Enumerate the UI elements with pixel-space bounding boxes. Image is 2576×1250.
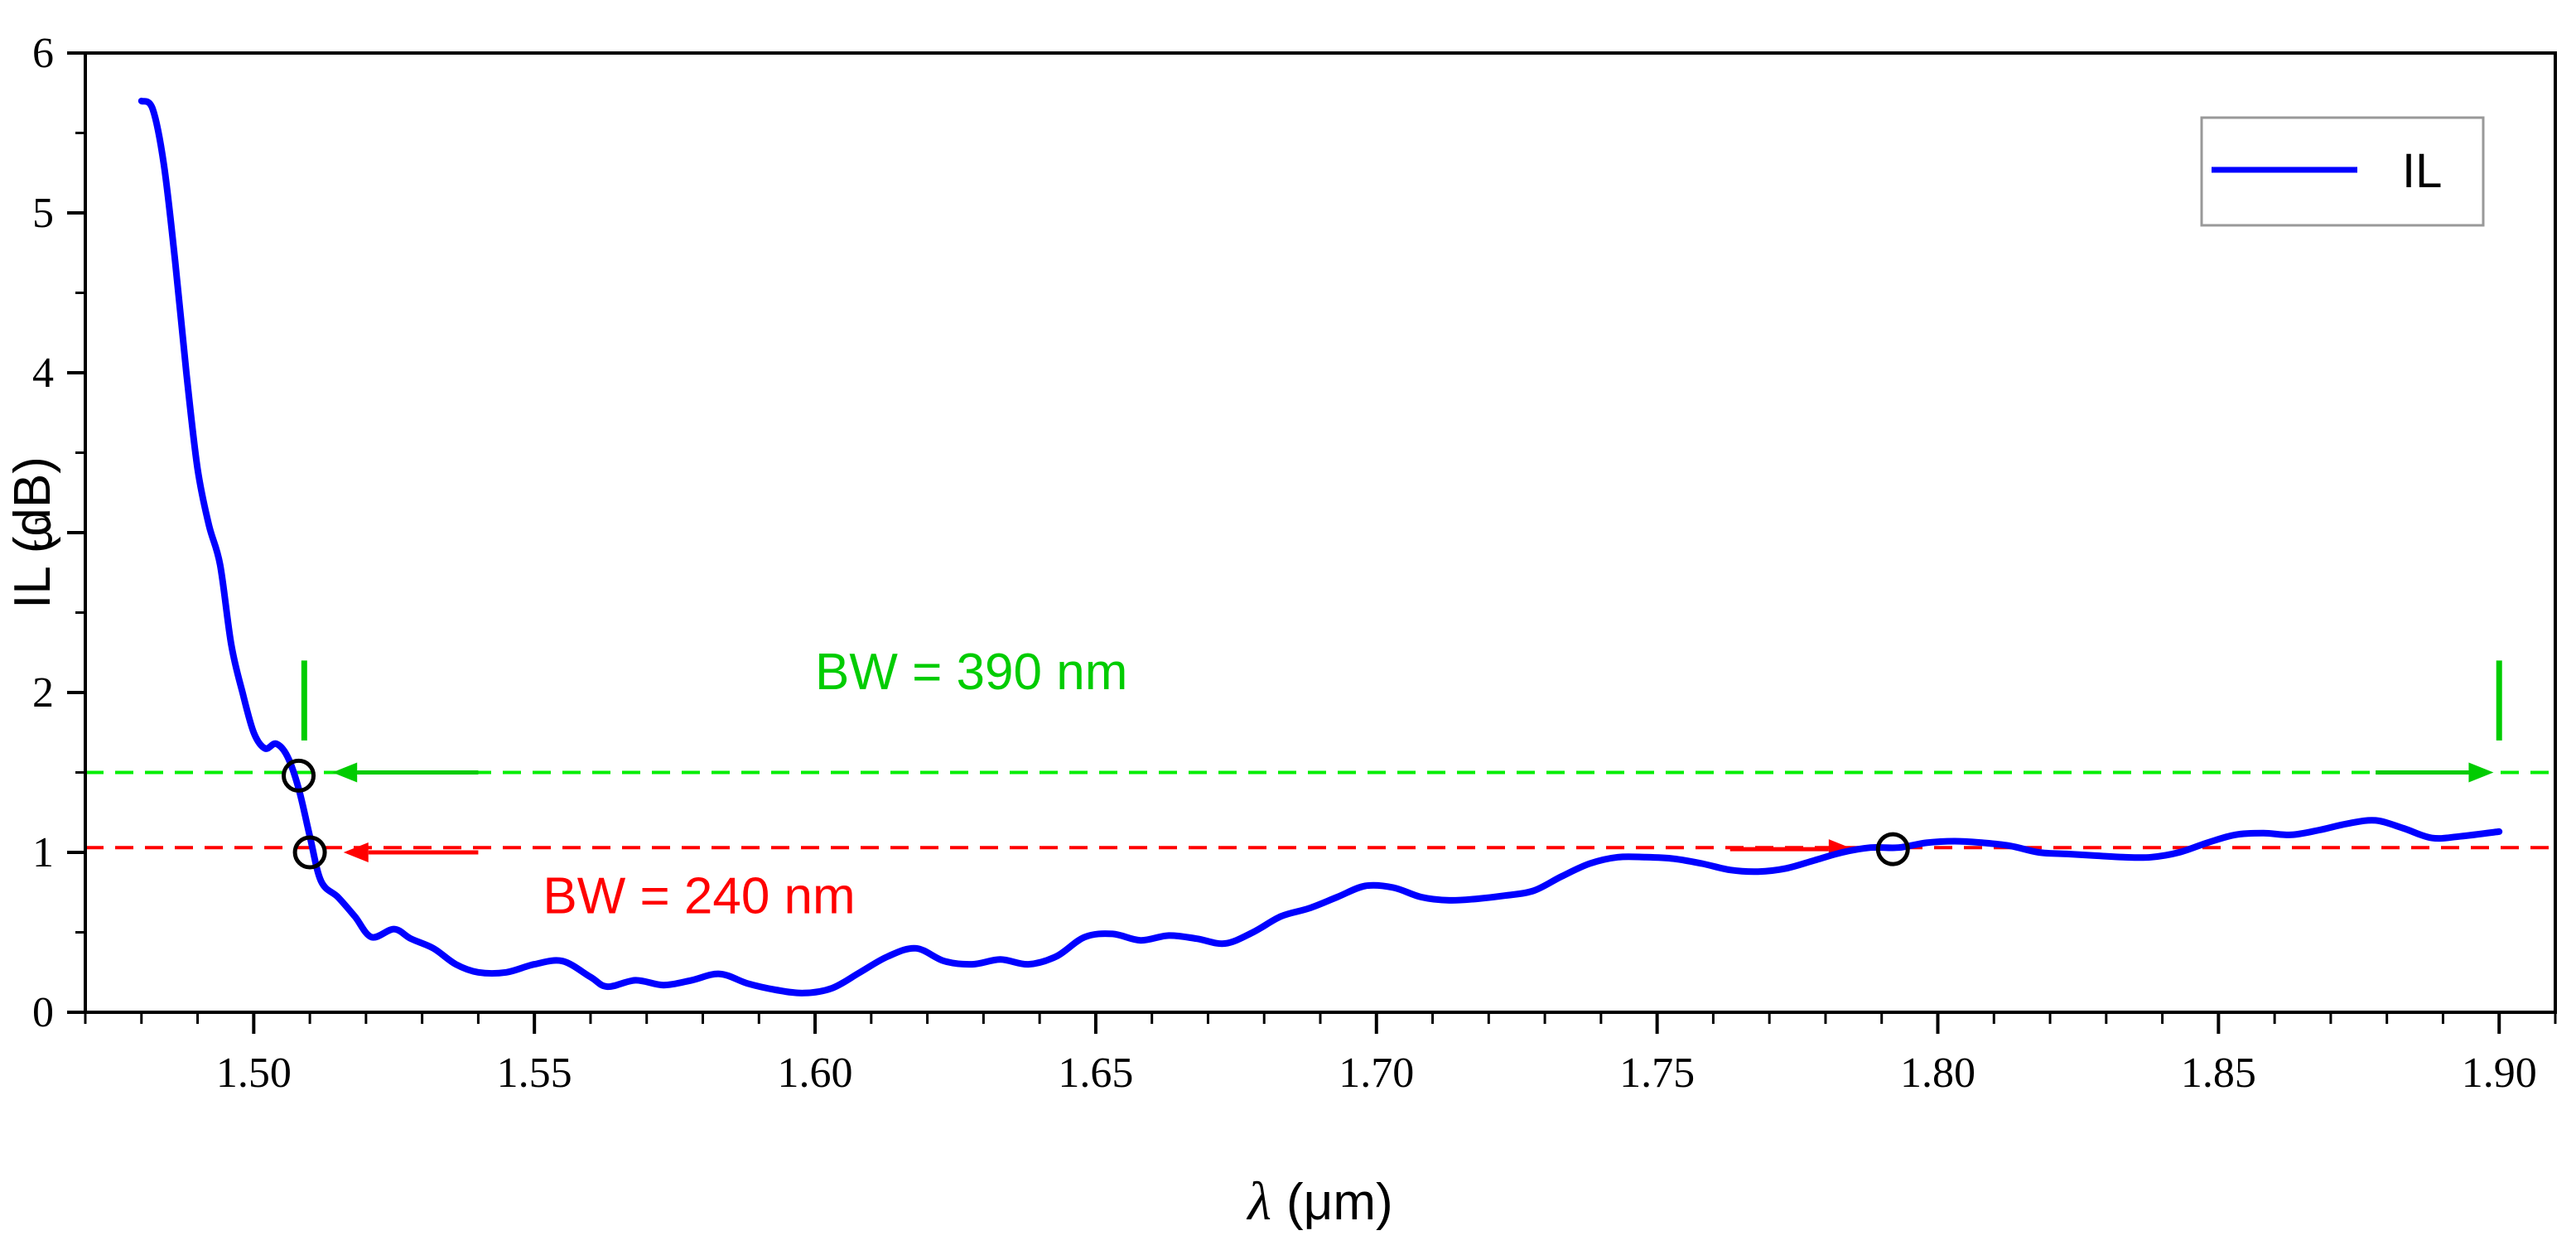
reference-lines	[85, 770, 2555, 850]
series-line-il	[137, 97, 2503, 997]
x-tick-label: 1.60	[778, 1050, 853, 1097]
annotation-labels: BW = 390 nm BW = 240 nm	[543, 644, 1127, 924]
y-axis-label: IL (dB)	[4, 456, 61, 609]
bandwidth-annotations	[301, 660, 2502, 862]
y-tick-label: 2	[32, 669, 54, 717]
plot-frame	[84, 51, 2557, 1014]
y-tick-label: 0	[32, 989, 54, 1036]
x-tick-label: 1.85	[2181, 1050, 2256, 1097]
legend-label: IL	[2402, 144, 2442, 198]
legend: IL	[2200, 116, 2485, 227]
crossing-marker	[292, 835, 327, 870]
bandwidth-label-390: BW = 390 nm	[815, 644, 1127, 701]
y-tick-label: 1	[32, 829, 54, 876]
y-tick-label: 3	[32, 509, 54, 557]
x-tick-label: 1.70	[1339, 1050, 1414, 1097]
y-axis: 0 1 2 3 4 5 6	[32, 30, 85, 1036]
crossing-marker	[1875, 832, 1910, 866]
x-axis-label-unit: (μm)	[1286, 1174, 1393, 1231]
x-tick-label: 1.50	[216, 1050, 292, 1097]
x-tick-label: 1.65	[1058, 1050, 1133, 1097]
series-layer	[137, 97, 2503, 997]
bandwidth-arrow-head	[343, 842, 369, 862]
y-tick-label: 4	[32, 350, 54, 397]
x-axis: 1.50 1.55 1.60 1.65 1.70 1.75 1.80 1.85 1.90	[84, 1012, 2557, 1097]
x-tick-label: 1.90	[2462, 1050, 2537, 1097]
bandwidth-arrow-head	[332, 762, 358, 783]
x-axis-label: λ (μm)	[1246, 1171, 1392, 1232]
crossing-marker	[282, 758, 316, 793]
x-tick-label: 1.55	[497, 1050, 572, 1097]
x-tick-label: 1.75	[1619, 1050, 1695, 1097]
y-tick-label: 5	[32, 190, 54, 237]
x-tick-label: 1.80	[1900, 1050, 1975, 1097]
y-tick-label: 6	[32, 30, 54, 77]
x-axis-label-symbol: λ	[1246, 1171, 1271, 1232]
marker-layer	[282, 758, 1910, 870]
bandwidth-label-240: BW = 240 nm	[543, 867, 855, 924]
bandwidth-arrow-head	[2468, 762, 2494, 783]
